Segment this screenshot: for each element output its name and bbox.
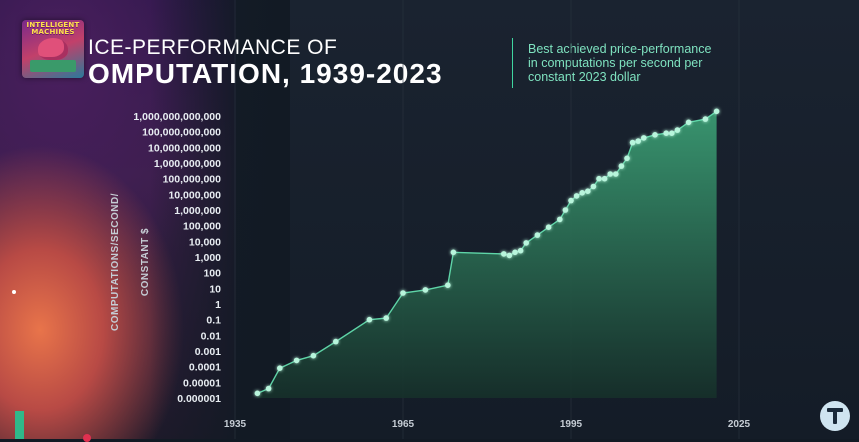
y-tick-label: 0.0001 (189, 362, 221, 374)
subtitle-line-3: constant 2023 dollar (528, 70, 641, 84)
data-point (254, 390, 261, 397)
x-tick-label: 1965 (392, 419, 415, 430)
data-point (579, 190, 585, 196)
data-point (400, 290, 406, 296)
data-point (618, 163, 625, 169)
y-tick-label: 0.001 (195, 346, 221, 358)
x-tick-label: 1995 (560, 419, 583, 430)
y-tick-label: 1 (215, 299, 221, 311)
data-point (310, 352, 317, 359)
data-point (557, 216, 563, 223)
data-point (383, 315, 390, 321)
data-point (669, 130, 675, 136)
data-point (333, 338, 339, 345)
data-point (624, 155, 630, 162)
data-point (590, 183, 597, 190)
x-tick-label: 2025 (728, 419, 751, 430)
y-tick-label: 0.01 (201, 330, 222, 342)
data-point (568, 197, 574, 204)
data-point (545, 224, 552, 230)
chart-subtitle: Best achieved price-performance in compu… (528, 42, 768, 84)
subtitle-line-1: Best achieved price-performance (528, 42, 712, 56)
intelligent-machines-logo: INTELLIGENT MACHINES (22, 20, 84, 78)
y-tick-label: 1,000,000 (174, 205, 221, 217)
data-point (265, 385, 272, 392)
data-point (366, 316, 373, 323)
x-axis-ticks: 1935 1965 1995 2025 (224, 419, 751, 430)
data-point (523, 240, 529, 246)
y-tick-label: 100 (203, 268, 221, 280)
data-point (713, 108, 720, 115)
y-axis-label-line: COMPUTATIONS/SECOND/ (110, 193, 121, 331)
data-point (445, 282, 451, 289)
y-tick-label: 10,000,000 (168, 189, 221, 201)
data-point (641, 135, 647, 141)
y-tick-label: 100,000,000 (163, 174, 222, 186)
area-layer (257, 110, 718, 399)
data-point (629, 139, 636, 146)
y-tick-label: 0.1 (206, 315, 221, 327)
brain-icon (38, 38, 68, 60)
data-point (501, 251, 507, 257)
circuit-board-icon (30, 60, 76, 72)
y-tick-label: 100,000 (183, 221, 221, 233)
data-point (506, 252, 513, 259)
y-tick-label: 10 (209, 283, 221, 295)
data-point (573, 193, 580, 199)
y-tick-label: 10,000 (189, 236, 221, 248)
data-point (534, 232, 541, 238)
x-tick-label: 1935 (224, 419, 247, 430)
red-dot (83, 434, 91, 442)
data-point (652, 132, 658, 138)
data-point (607, 171, 613, 177)
y-tick-label: 0.000001 (177, 393, 221, 405)
data-point (585, 188, 591, 194)
y-axis-label: COMPUTATIONS/SECOND/CONSTANT $ (110, 193, 151, 331)
y-tick-label: 0.00001 (183, 377, 221, 389)
page-title-line-2: OMPUTATION, 1939-2023 (88, 58, 443, 89)
y-axis-label-line: CONSTANT $ (140, 228, 151, 296)
accent-bar (15, 411, 24, 439)
y-tick-label: 1,000 (195, 252, 221, 264)
data-point (674, 127, 681, 133)
y-tick-label: 1,000,000,000 (154, 158, 221, 170)
subtitle-line-2: in computations per second per (528, 56, 703, 70)
data-point (293, 357, 300, 364)
data-point (277, 365, 283, 372)
dot-marker (12, 290, 16, 294)
data-point (702, 116, 709, 122)
data-point (635, 138, 641, 144)
y-axis-ticks: 1,000,000,000,000 100,000,000,000 10,000,0… (133, 111, 221, 405)
y-tick-label: 100,000,000,000 (142, 127, 221, 139)
background-fade (150, 0, 290, 439)
data-point (450, 249, 457, 256)
point-layer (254, 108, 720, 397)
data-point (613, 171, 619, 177)
logo-text: INTELLIGENT MACHINES (26, 21, 80, 36)
data-point (663, 130, 669, 136)
area-fill (257, 111, 717, 399)
data-point (601, 175, 608, 182)
y-tick-label: 1,000,000,000,000 (133, 111, 221, 123)
y-tick-label: 10,000,000,000 (148, 142, 221, 154)
data-point (562, 207, 569, 213)
teal-t-logo-icon (820, 401, 850, 431)
data-point (596, 175, 602, 182)
header-divider (512, 38, 513, 88)
data-point (512, 249, 518, 256)
page-title-line-1: ICE-PERFORMANCE OF (88, 36, 338, 59)
data-point (685, 119, 692, 126)
data-point (422, 287, 429, 293)
data-point (517, 247, 524, 254)
